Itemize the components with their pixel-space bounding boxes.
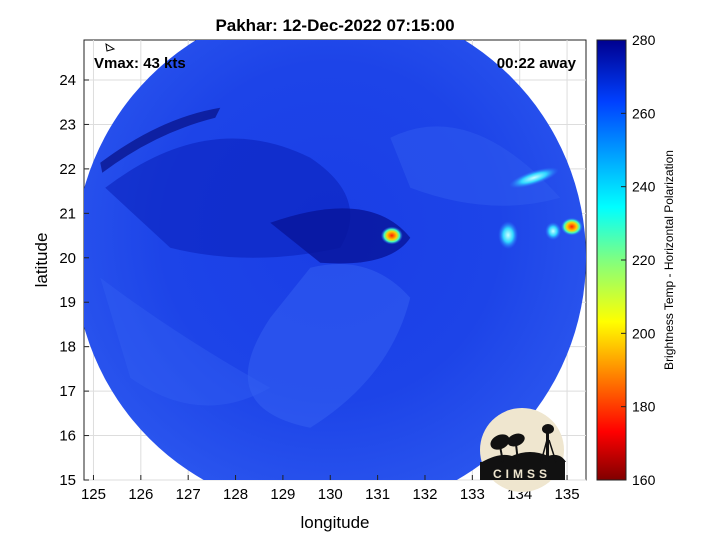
storm-marker-icon — [105, 43, 116, 52]
northeast-band — [509, 167, 559, 189]
y-axis-label: latitude — [32, 233, 51, 288]
east-cells — [498, 221, 519, 250]
y-tick-label: 22 — [59, 161, 76, 178]
chart-title: Pakhar: 12-Dec-2022 07:15:00 — [215, 16, 454, 35]
colorbar-tick-label: 240 — [632, 179, 656, 195]
brightness-swath — [84, 40, 586, 480]
x-tick-label: 125 — [81, 486, 106, 503]
dark-streak — [100, 107, 221, 173]
logo-text: CIMSS — [493, 467, 551, 481]
y-tick-label: 24 — [59, 72, 76, 89]
y-tick-label: 17 — [59, 383, 76, 400]
x-tick-label: 130 — [318, 486, 343, 503]
y-tick-label: 19 — [59, 294, 76, 311]
colorbar-tick-label: 260 — [632, 105, 656, 121]
sw-light-area — [100, 277, 271, 406]
feature-marks — [380, 167, 583, 250]
core-band — [270, 208, 411, 264]
colorbar-tick-label: 280 — [632, 32, 656, 48]
storm-center-hot-spot — [380, 226, 403, 245]
colorbar-label: Brightness Temp - Horizontal Polarizatio… — [662, 150, 676, 370]
y-tick-label: 18 — [59, 339, 76, 356]
y-tick-label: 16 — [59, 428, 76, 445]
x-tick-label: 132 — [412, 486, 437, 503]
colorbar-tick-label: 180 — [632, 399, 656, 415]
x-tick-label: 127 — [176, 486, 201, 503]
x-tick-label: 126 — [128, 486, 153, 503]
y-tick-label: 21 — [59, 205, 76, 222]
x-tick-label: 129 — [270, 486, 295, 503]
light-swirl — [247, 264, 411, 428]
time-offset-annotation: 00:22 away — [497, 55, 577, 72]
x-axis-label: longitude — [300, 513, 369, 532]
colorbar-tick-label: 200 — [632, 325, 656, 341]
y-axis-ticks: 15 16 17 18 19 20 21 22 23 24 — [59, 72, 89, 489]
y-tick-label: 20 — [59, 250, 76, 267]
x-tick-label: 135 — [555, 486, 580, 503]
cimss-logo: CIMSS — [480, 408, 566, 492]
x-tick-label: 128 — [223, 486, 248, 503]
y-tick-label: 23 — [59, 116, 76, 133]
vmax-annotation: Vmax: 43 kts — [94, 55, 186, 72]
colorbar-tick-label: 220 — [632, 252, 656, 268]
colorbar-tick-label: 160 — [632, 472, 656, 488]
east-cells-2 — [545, 222, 562, 241]
x-tick-label: 131 — [365, 486, 390, 503]
swath-structure — [100, 107, 561, 428]
colorbar-ticks: 160 180 200 220 240 260 280 — [621, 32, 656, 488]
y-tick-label: 15 — [59, 472, 76, 489]
x-tick-label: 133 — [460, 486, 485, 503]
east-edge-hot-spot — [560, 217, 583, 236]
